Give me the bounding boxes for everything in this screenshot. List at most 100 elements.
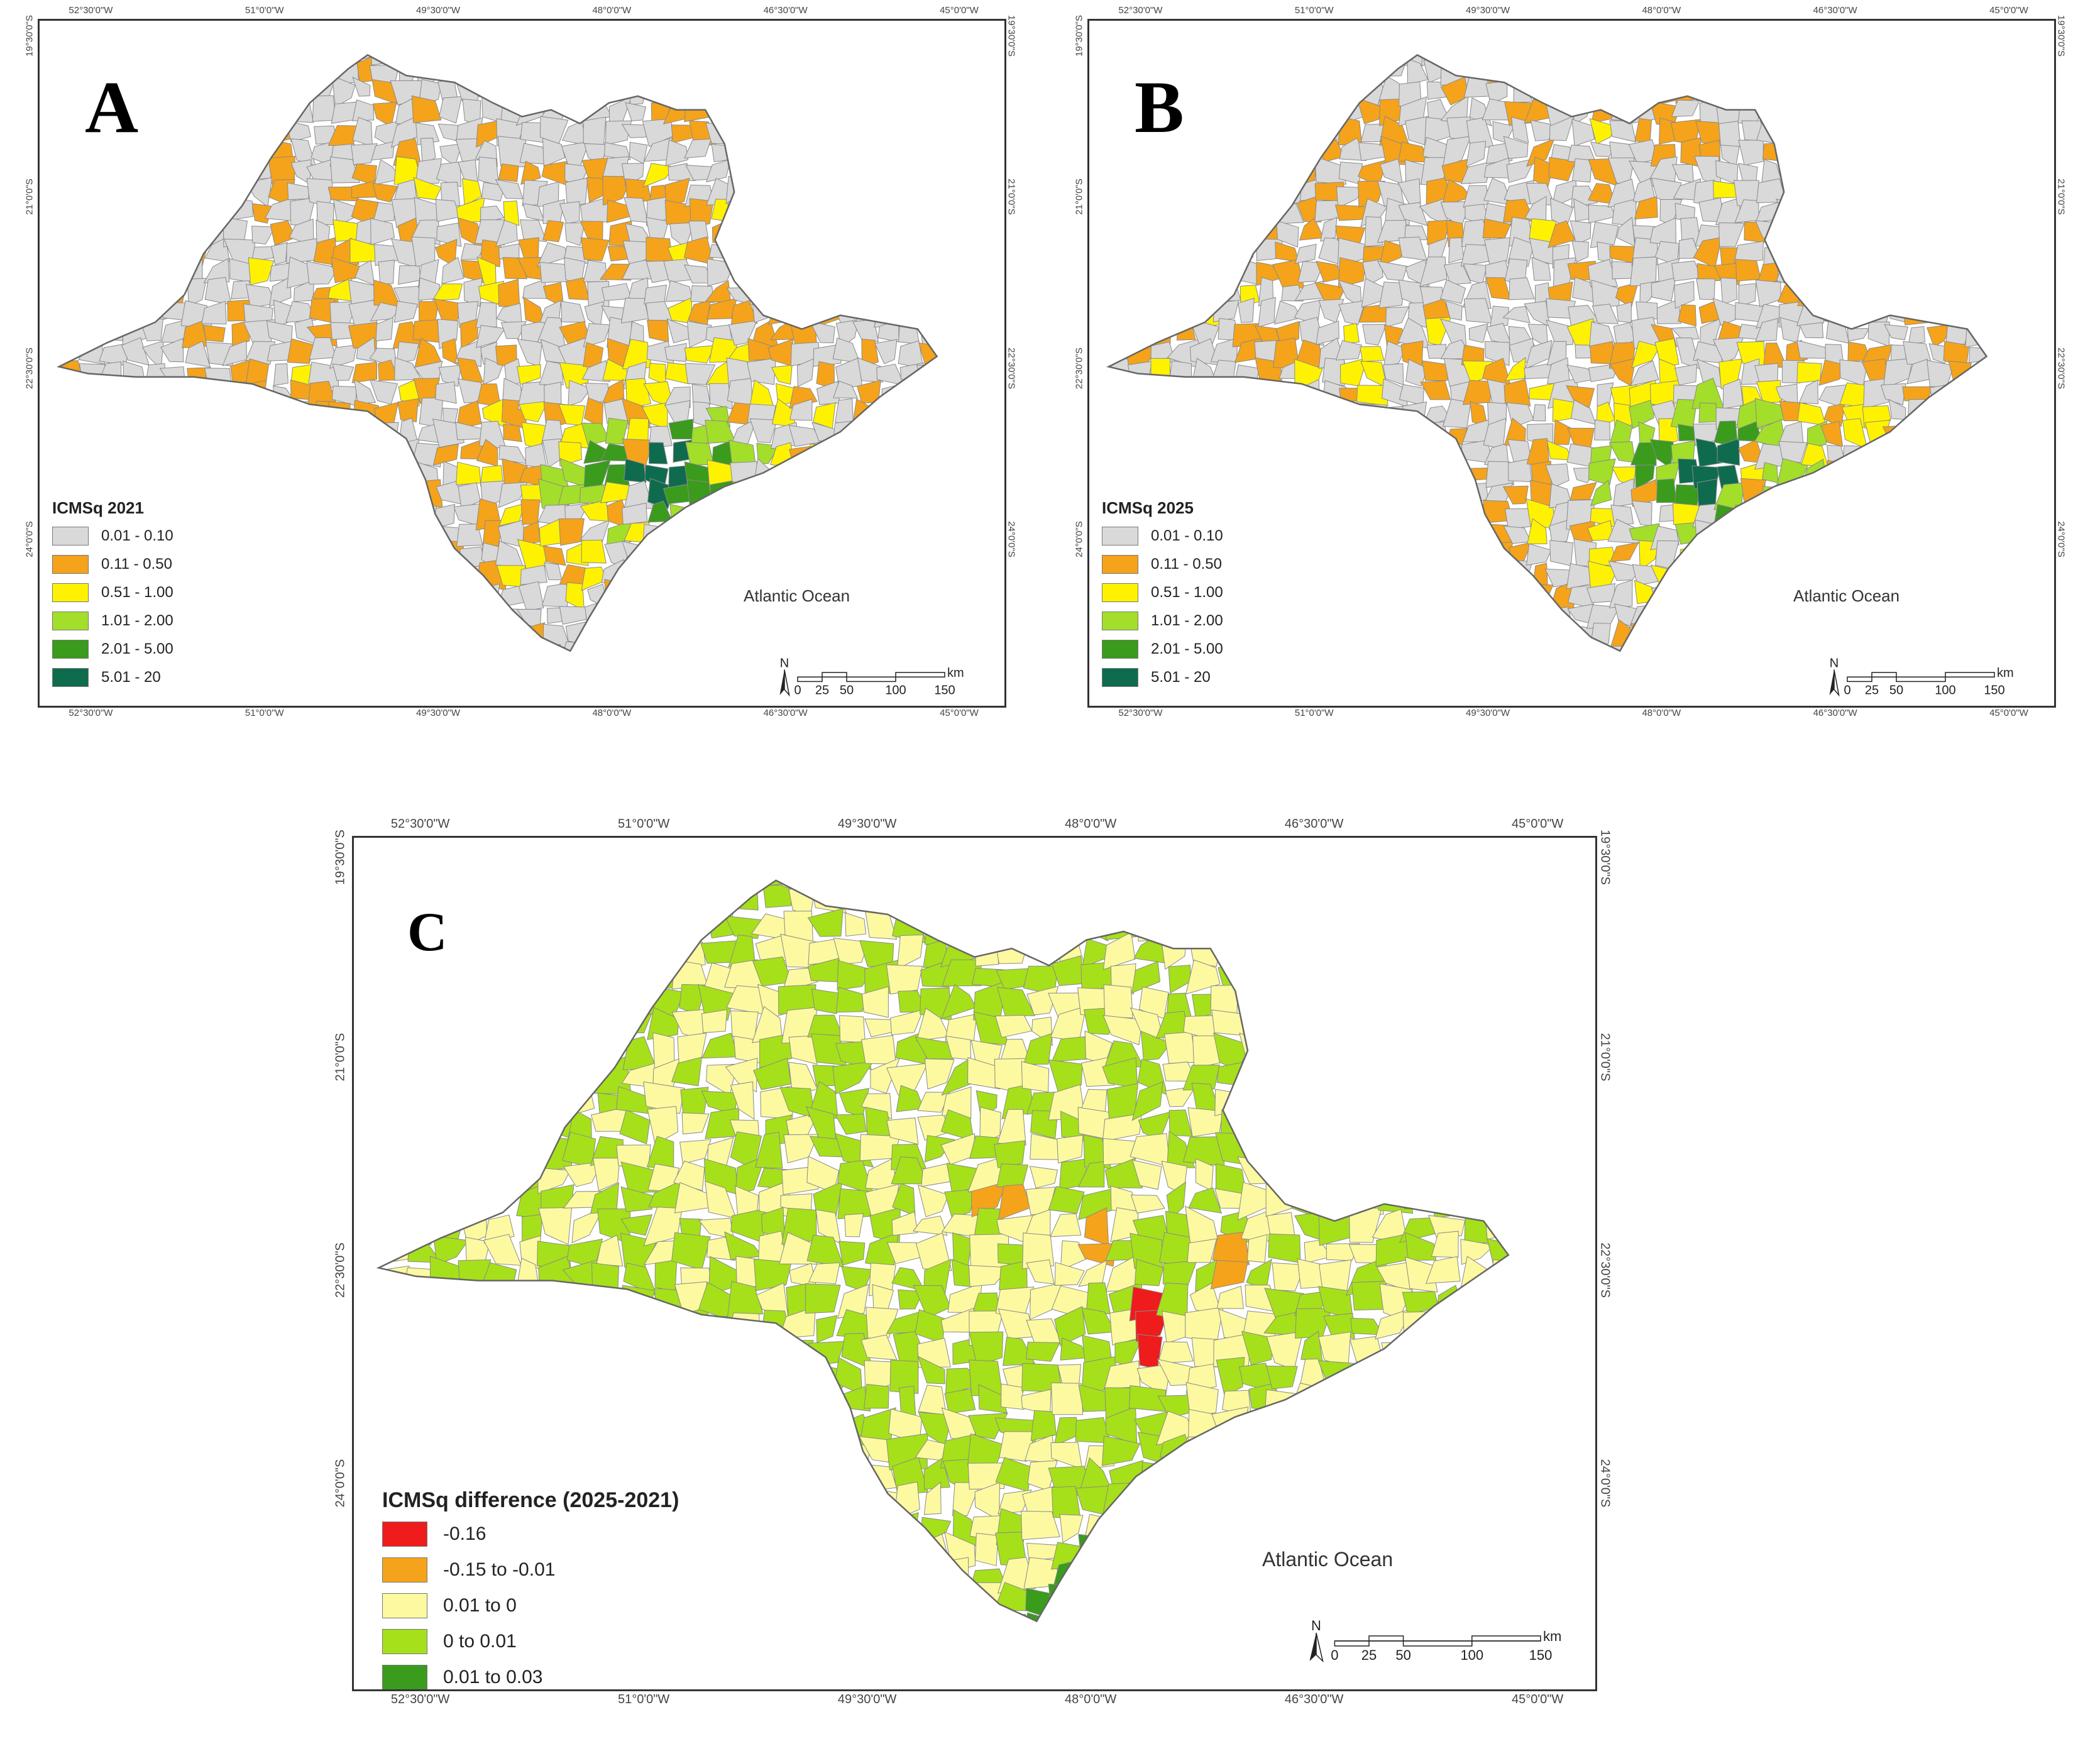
municipality [479, 583, 500, 610]
municipality [475, 219, 505, 246]
municipality [1398, 236, 1427, 261]
municipality [1796, 361, 1822, 383]
municipality [669, 503, 692, 524]
municipality [438, 365, 462, 387]
municipality [1293, 402, 1326, 422]
municipality [508, 1132, 546, 1170]
municipality [747, 483, 778, 507]
north-label: N [780, 657, 789, 671]
municipality [649, 541, 668, 564]
legend-swatch [1102, 612, 1138, 630]
municipality [431, 1190, 467, 1213]
municipality [97, 377, 124, 407]
municipality [1172, 379, 1194, 406]
municipality [994, 1140, 1026, 1168]
municipality [331, 75, 356, 108]
municipality [268, 400, 294, 430]
municipality [403, 1267, 434, 1293]
municipality [1340, 83, 1362, 103]
municipality [805, 880, 845, 887]
panel-b-ocean-label: Atlantic Ocean [1793, 586, 1900, 605]
legend-item: 5.01 - 20 [1102, 668, 1290, 687]
scale-label: 100 [885, 683, 906, 697]
municipality [643, 1081, 685, 1114]
municipality [590, 1034, 625, 1060]
municipality [1131, 1081, 1163, 1121]
municipality [881, 384, 899, 409]
municipality [327, 400, 351, 426]
municipality [1025, 1187, 1056, 1215]
municipality [1381, 59, 1407, 77]
municipality [647, 478, 674, 510]
municipality [351, 361, 378, 383]
municipality [432, 443, 459, 466]
municipality [1629, 256, 1657, 287]
municipality [810, 443, 838, 470]
municipality [944, 1388, 976, 1414]
municipality [753, 1258, 792, 1292]
longitude-label: 51°0'0"W [245, 4, 284, 16]
municipality [145, 363, 167, 386]
municipality [1908, 326, 1926, 345]
municipality [1591, 304, 1619, 324]
longitude-label: 52°30'0"W [390, 817, 450, 831]
municipality [1212, 241, 1239, 266]
municipality [1103, 984, 1133, 1019]
municipality [1048, 918, 1084, 942]
municipality [1398, 419, 1428, 449]
municipality [967, 1433, 1005, 1466]
municipality [1609, 120, 1637, 143]
scale-label: 25 [1865, 683, 1879, 697]
municipality [918, 1385, 947, 1416]
municipality [1463, 1287, 1489, 1315]
municipality [1589, 118, 1617, 145]
municipality [1357, 180, 1385, 208]
municipality [839, 1015, 866, 1043]
municipality [1245, 958, 1278, 993]
municipality [271, 242, 288, 265]
municipality [674, 1306, 709, 1347]
municipality [266, 101, 293, 119]
longitude-label: 48°0'0"W [1064, 817, 1117, 831]
municipality [1400, 21, 1427, 45]
municipality [58, 379, 87, 409]
municipality [688, 502, 717, 525]
municipality [1527, 518, 1548, 544]
municipality [1290, 1383, 1330, 1415]
municipality [891, 1211, 918, 1236]
municipality [185, 221, 212, 246]
municipality [1651, 581, 1681, 608]
legend-item: 0.01 to 0 [382, 1593, 734, 1618]
municipality [476, 76, 507, 103]
municipality [1365, 216, 1383, 247]
municipality [1634, 79, 1659, 103]
scale-bar-graphic: N0 25 50 100 150 km [779, 657, 964, 697]
municipality [602, 175, 633, 206]
municipality [564, 222, 586, 246]
municipality [223, 181, 247, 203]
municipality [1612, 478, 1634, 508]
municipality [478, 156, 499, 186]
municipality [1634, 195, 1658, 220]
municipality [1321, 1383, 1353, 1408]
municipality [605, 417, 629, 445]
municipality [681, 1112, 710, 1134]
latitude-label: 21°0'0"S [2055, 178, 2066, 216]
municipality [1216, 1060, 1251, 1087]
panel-c-legend-title: ICMSq difference (2025-2021) [382, 1488, 679, 1512]
municipality [380, 1290, 410, 1321]
municipality [1927, 402, 1950, 427]
municipality [1526, 543, 1552, 566]
municipality [1442, 136, 1471, 168]
municipality [896, 934, 924, 970]
panel-b: B ICMSq 2025 0.01 - 0.10 0.11 - 0.50 0.51 … [1050, 0, 2100, 742]
north-arrow-icon [784, 669, 790, 697]
municipality [727, 137, 750, 165]
municipality [1157, 1341, 1194, 1364]
municipality [778, 1358, 811, 1395]
municipality [665, 280, 693, 302]
municipality [1268, 1233, 1301, 1263]
municipality [203, 324, 226, 343]
municipality [627, 79, 649, 105]
municipality [1159, 1232, 1196, 1268]
